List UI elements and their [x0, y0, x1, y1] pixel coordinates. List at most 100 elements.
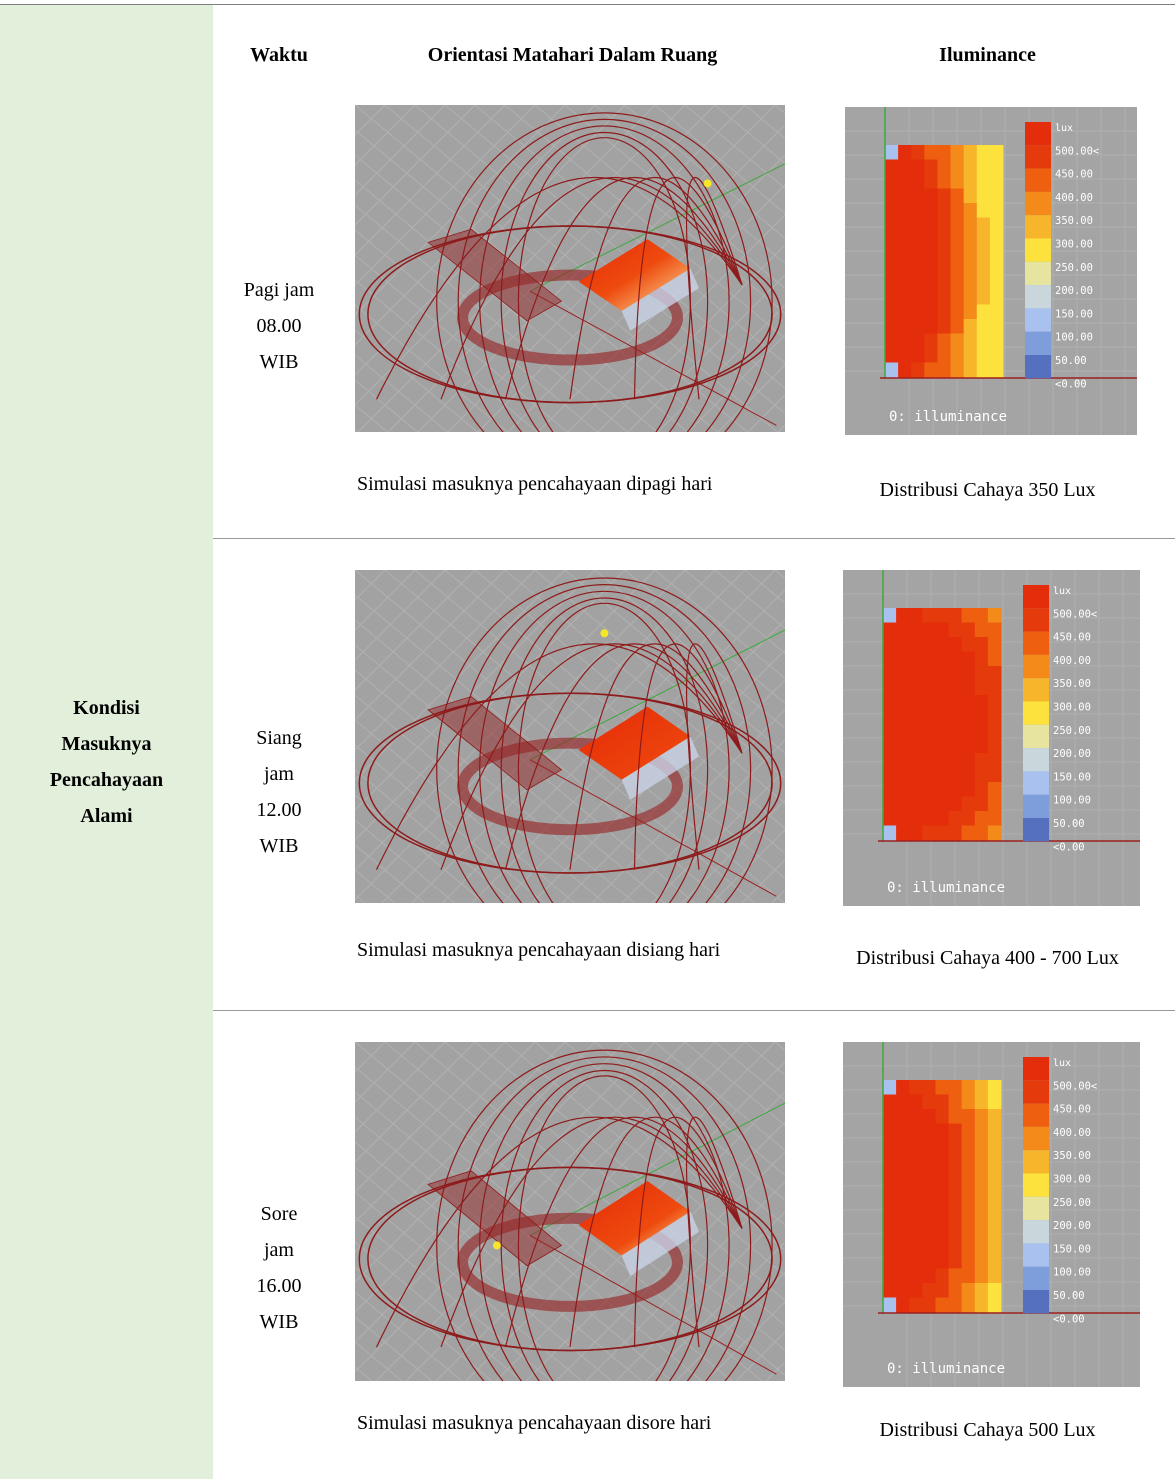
heatmap-cell — [883, 652, 897, 667]
legend-swatch — [1025, 308, 1051, 331]
image-caption: Simulasi masuknya pencahayaan dipagi har… — [357, 466, 785, 502]
heatmap-cell — [883, 768, 897, 783]
heatmap-cell — [922, 1153, 936, 1168]
legend-label: 350.00 — [1053, 678, 1091, 690]
heatmap-cell — [962, 695, 976, 710]
legend-label: 200.00 — [1055, 285, 1093, 297]
heatmap-cell — [898, 145, 912, 160]
legend-swatch — [1025, 239, 1051, 262]
heatmap-cell — [949, 1196, 963, 1211]
heatmap-cell — [988, 1254, 1002, 1269]
heatmap-cell — [988, 1153, 1002, 1168]
heatmap-cell — [962, 623, 976, 638]
legend-label: 400.00 — [1053, 655, 1091, 667]
heatmap-cell — [975, 797, 989, 812]
heatmap-cell — [937, 261, 951, 276]
heatmap-cell — [885, 189, 899, 204]
heatmap-cell — [949, 1167, 963, 1182]
distribution-caption: Distribusi Cahaya 500 Lux — [800, 1412, 1175, 1448]
legend-label: <0.00 — [1053, 1313, 1085, 1325]
heatmap-cell — [990, 348, 1004, 363]
heatmap-cell — [922, 1124, 936, 1139]
heatmap-cell — [977, 218, 991, 233]
heatmap-cell — [990, 218, 1004, 233]
heatmap-cell — [896, 1196, 910, 1211]
heatmap-cell — [949, 1182, 963, 1197]
heatmap-cell — [975, 826, 989, 841]
heatmap-cell — [896, 666, 910, 681]
side-label: KondisiMasuknyaPencahayaanAlami — [0, 690, 213, 834]
heatmap-cell — [922, 1080, 936, 1095]
heatmap-cell — [922, 710, 936, 725]
heatmap-cell — [909, 623, 923, 638]
heatmap-cell — [883, 637, 897, 652]
heatmap-cell — [909, 1080, 923, 1095]
heatmap-cell — [988, 1167, 1002, 1182]
heatmap-cell — [935, 1080, 949, 1095]
heatmap-cell — [935, 1298, 949, 1313]
heatmap-cell — [977, 334, 991, 349]
heatmap-cell — [988, 1298, 1002, 1313]
page: Waktu Orientasi Matahari Dalam Ruang Ilu… — [0, 0, 1175, 1479]
heatmap-cell — [962, 782, 976, 797]
heatmap-cell — [975, 1254, 989, 1269]
image-background — [355, 570, 785, 903]
heatmap-cell — [977, 363, 991, 378]
heatmap-cell — [898, 319, 912, 334]
heatmap-cell — [975, 724, 989, 739]
heatmap-cell — [975, 1124, 989, 1139]
heatmap-cell — [885, 305, 899, 320]
heatmap-cell — [922, 797, 936, 812]
heatmap-cell — [909, 1124, 923, 1139]
heatmap-cell — [975, 739, 989, 754]
heatmap-cell — [964, 145, 978, 160]
heatmap-cell — [909, 695, 923, 710]
heatmap-cell — [964, 363, 978, 378]
heatmap-cell — [937, 189, 951, 204]
heatmap-cell — [909, 681, 923, 696]
heatmap-cell — [885, 348, 899, 363]
heatmap-cell — [883, 1167, 897, 1182]
heatmap-cell — [951, 363, 965, 378]
heatmap-cell — [909, 1254, 923, 1269]
heatmap-cell — [962, 1269, 976, 1284]
heatmap-cell — [883, 1298, 897, 1313]
heatmap-cell — [951, 247, 965, 262]
heatmap-cell — [885, 160, 899, 175]
heatmap-cell — [962, 1211, 976, 1226]
heatmap-cell — [922, 1182, 936, 1197]
heatmap-cell — [885, 319, 899, 334]
heatmap-cell — [937, 334, 951, 349]
image-caption: Simulasi masuknya pencahayaan disore har… — [357, 1405, 785, 1441]
distribution-caption: Distribusi Cahaya 350 Lux — [800, 472, 1175, 508]
heatmap-cell — [988, 768, 1002, 783]
heatmap-cell — [988, 1196, 1002, 1211]
side-label-line: Masuknya — [0, 726, 213, 762]
legend-swatch — [1023, 1127, 1049, 1150]
heatmap-cell — [962, 724, 976, 739]
heatmap-cell — [951, 290, 965, 305]
heatmap-cell — [922, 1254, 936, 1269]
sun-position — [493, 1241, 501, 1249]
time-line: Siang — [213, 720, 345, 756]
heatmap-cell — [977, 305, 991, 320]
heatmap-cell — [935, 1283, 949, 1298]
heatmap-cell — [937, 203, 951, 218]
heatmap-cell — [949, 1298, 963, 1313]
heatmap-cell — [898, 334, 912, 349]
heatmap-cell — [909, 1167, 923, 1182]
heatmap-cell — [924, 319, 938, 334]
heatmap-cell — [898, 160, 912, 175]
heatmap-cell — [896, 637, 910, 652]
heatmap-cell — [962, 753, 976, 768]
legend-footer: 0: illuminance — [887, 1361, 1005, 1377]
heatmap-cell — [883, 1269, 897, 1284]
time-line: WIB — [213, 344, 345, 380]
heatmap-cell — [988, 797, 1002, 812]
heatmap-cell — [951, 319, 965, 334]
legend-label: 450.00 — [1053, 1104, 1091, 1116]
heatmap-cell — [909, 637, 923, 652]
heatmap-cell — [883, 695, 897, 710]
legend-swatch — [1025, 285, 1051, 308]
heatmap-cell — [962, 797, 976, 812]
